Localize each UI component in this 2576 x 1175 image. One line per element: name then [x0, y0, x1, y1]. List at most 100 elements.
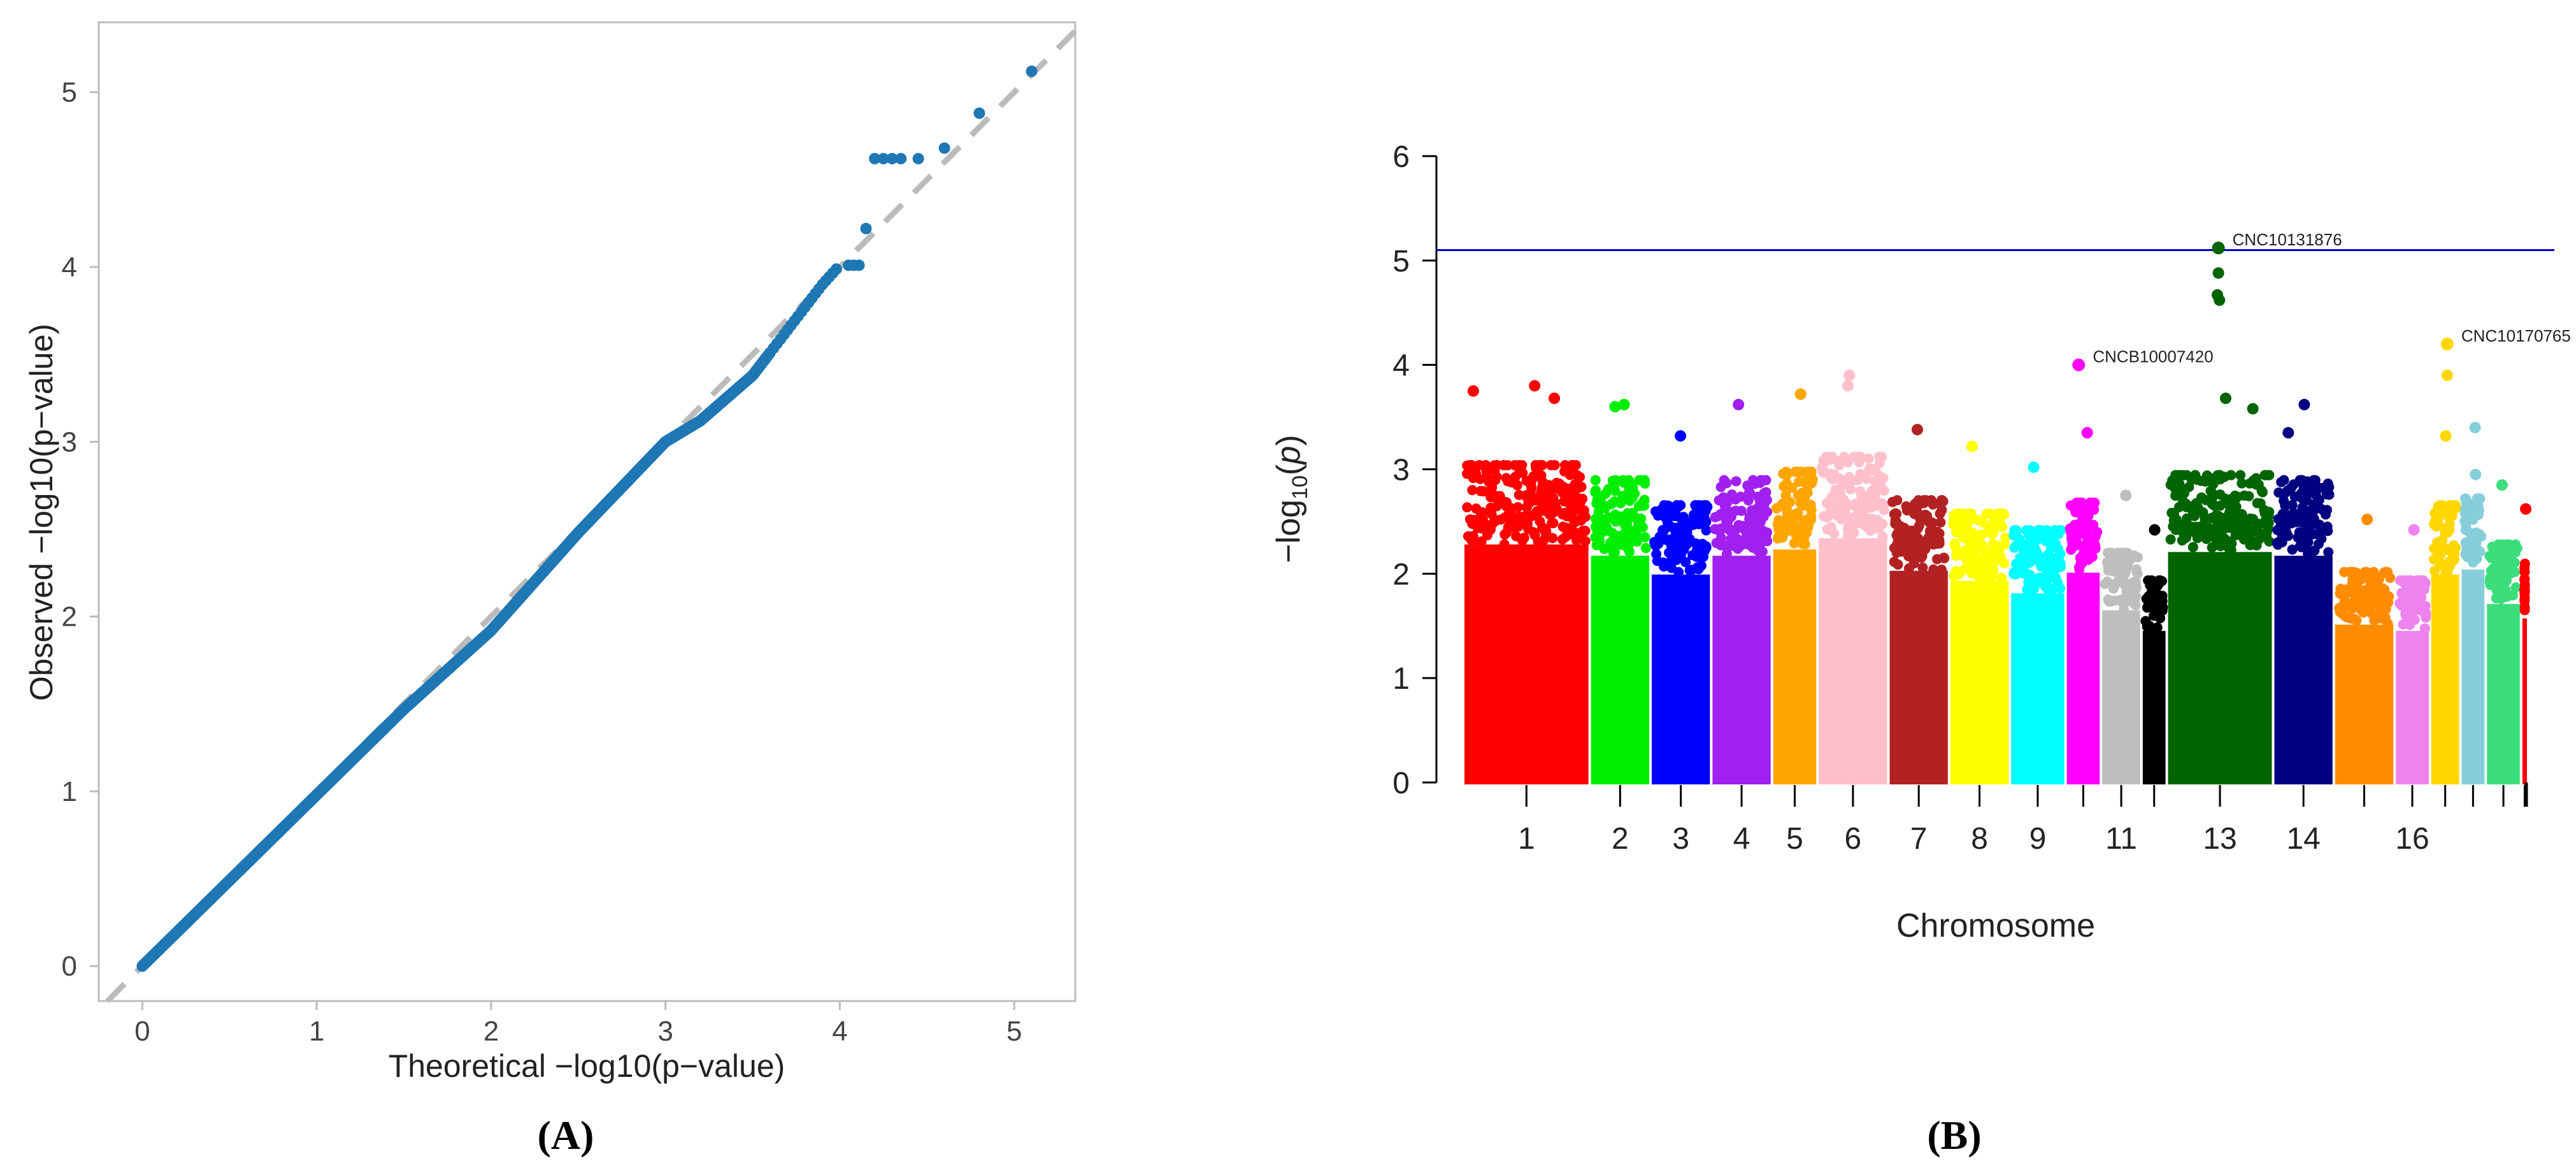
chromosome-tick-label: 9	[2029, 822, 2047, 856]
snp-point	[1978, 517, 1989, 528]
snp-point	[1548, 517, 1559, 528]
snp-point	[1682, 528, 1692, 538]
snp-point	[1847, 514, 1858, 525]
snp-point	[2504, 565, 2515, 575]
snp-point	[2361, 514, 2373, 526]
snp-point	[2155, 613, 2166, 624]
snp-point	[1839, 514, 1850, 524]
snp-point	[1666, 563, 1677, 573]
snp-point	[1671, 554, 1682, 565]
snp-point	[2408, 524, 2420, 536]
snp-point	[1863, 453, 1874, 464]
snp-point	[2181, 532, 2192, 543]
snp-point	[1468, 531, 1478, 542]
snp-point	[1526, 475, 1537, 486]
snp-point	[2168, 508, 2179, 519]
snp-point	[1615, 498, 1626, 508]
snp-point	[1893, 559, 1903, 570]
snp-point	[1591, 521, 1601, 532]
snp-point	[2251, 479, 2262, 490]
snp-point	[2519, 573, 2530, 584]
snp-point	[1797, 538, 1808, 549]
qq-y-tick-label: 1	[62, 776, 77, 807]
chromosome-tick-label: 5	[1786, 822, 1803, 856]
snp-point	[1988, 526, 1999, 537]
snp-point	[1624, 487, 1635, 498]
snp-point	[1951, 508, 1962, 519]
chromosome-body	[1712, 556, 1771, 784]
snp-point	[2079, 547, 2089, 558]
snp-point	[2303, 549, 2314, 559]
snp-point	[1877, 531, 1888, 542]
snp-point	[2055, 583, 2066, 594]
snp-point	[2174, 487, 2185, 498]
snp-point	[1553, 484, 1564, 495]
snp-point	[2489, 543, 2500, 554]
snp-point	[2149, 524, 2161, 536]
snp-point	[1789, 538, 1800, 549]
snp-point	[1513, 489, 1524, 500]
snp-point	[2152, 622, 2163, 633]
snp-point	[1721, 495, 1731, 506]
qq-point	[830, 263, 842, 275]
snp-point	[2236, 478, 2247, 489]
snp-point	[2519, 605, 2530, 616]
snp-point	[2247, 403, 2259, 415]
snp-point	[1640, 532, 1650, 543]
snp-point	[2132, 568, 2143, 579]
snp-annotation-label: CNC10170765	[2461, 326, 2571, 345]
chromosome-tick-label: 16	[2395, 822, 2429, 856]
snp-point	[1939, 553, 1950, 564]
qq-point	[938, 142, 950, 154]
chromosome-body	[1464, 544, 1589, 784]
snp-point	[1599, 544, 1610, 554]
snp-point	[2435, 510, 2446, 521]
chromosome-body	[2431, 574, 2459, 784]
snp-point	[1781, 503, 1792, 514]
snp-point	[1505, 503, 1516, 514]
chromosome-tick-label: 2	[1612, 822, 1629, 856]
chromosome-tick-label: 6	[1845, 822, 1862, 856]
qq-y-tick-label: 0	[62, 951, 77, 982]
snp-point	[2090, 531, 2101, 542]
snp-point	[2049, 525, 2060, 536]
snp-point	[2022, 553, 2033, 564]
qq-x-tick-label: 2	[483, 1016, 499, 1047]
snp-point	[1973, 535, 1984, 546]
snp-point	[1715, 508, 1726, 519]
snp-point	[1575, 533, 1586, 544]
chromosome-body	[2274, 556, 2333, 784]
snp-point	[1499, 539, 1510, 550]
snp-point	[1782, 478, 1792, 489]
qq-x-tick-label: 5	[1006, 1016, 1022, 1047]
chromosome-tick-label: 13	[2203, 822, 2236, 856]
snp-point	[1877, 519, 1888, 530]
snp-point	[1600, 488, 1611, 499]
qq-y-axis-label: Observed −log10(p−value)	[24, 324, 59, 701]
snp-point	[1575, 472, 1585, 482]
snp-point	[2438, 561, 2449, 572]
snp-point	[1635, 475, 1646, 486]
snp-point	[2447, 542, 2458, 552]
snp-point	[1485, 492, 1496, 503]
snp-point	[1935, 508, 1945, 519]
snp-point	[1661, 535, 1672, 545]
snp-point	[1692, 545, 1703, 556]
snp-point	[1745, 487, 1756, 498]
snp-point	[1840, 503, 1850, 514]
snp-point	[1887, 496, 1898, 507]
snp-point	[2366, 601, 2377, 612]
snp-point	[2354, 600, 2365, 610]
snp-point	[2323, 547, 2334, 558]
snp-point	[2361, 568, 2372, 579]
snp-point	[2168, 515, 2179, 526]
snp-point	[1949, 538, 1960, 549]
chromosome-body	[2102, 610, 2140, 784]
snp-point	[1794, 388, 1807, 400]
snp-point	[2251, 540, 2262, 551]
snp-annotation-label: CNC10131876	[2233, 230, 2342, 249]
snp-point	[1874, 458, 1885, 468]
snp-point	[2303, 537, 2314, 548]
snp-point	[2212, 267, 2224, 279]
snp-point	[1590, 475, 1601, 486]
